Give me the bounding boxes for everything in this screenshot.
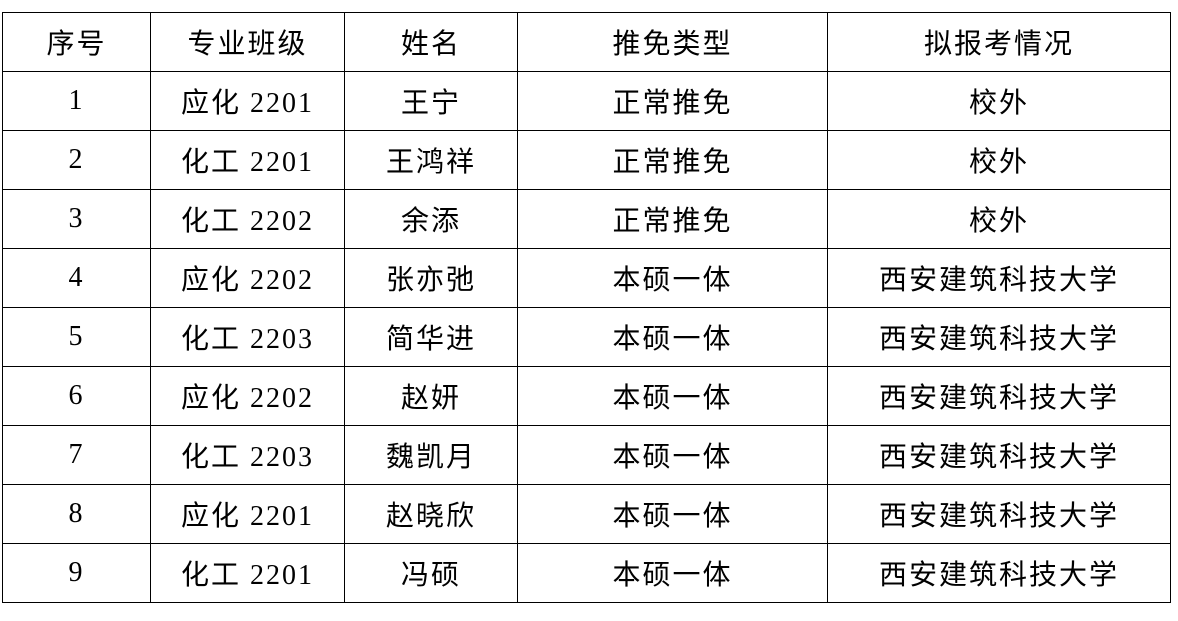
table-row: 3 化工 2202 余添 正常推免 校外 <box>2 189 1171 249</box>
table-cell: 5 <box>2 307 151 367</box>
table-cell: 化工 2201 <box>150 543 345 603</box>
table-cell: 余添 <box>344 189 518 249</box>
table-cell: 冯硕 <box>344 543 518 603</box>
header-cell: 专业班级 <box>150 12 345 72</box>
header-cell: 推免类型 <box>517 12 828 72</box>
table-cell: 正常推免 <box>517 189 828 249</box>
table-cell: 西安建筑科技大学 <box>827 425 1171 485</box>
table-row: 2 化工 2201 王鸿祥 正常推免 校外 <box>2 130 1171 190</box>
table-cell: 正常推免 <box>517 130 828 190</box>
table-cell: 化工 2203 <box>150 425 345 485</box>
header-row: 序号 专业班级 姓名 推免类型 拟报考情况 <box>2 12 1171 72</box>
table-row: 9 化工 2201 冯硕 本硕一体 西安建筑科技大学 <box>2 543 1171 603</box>
table-cell: 化工 2202 <box>150 189 345 249</box>
table-cell: 本硕一体 <box>517 425 828 485</box>
table-row: 7 化工 2203 魏凯月 本硕一体 西安建筑科技大学 <box>2 425 1171 485</box>
header-cell: 姓名 <box>344 12 518 72</box>
table-cell: 王鸿祥 <box>344 130 518 190</box>
table-cell: 8 <box>2 484 151 544</box>
table-cell: 本硕一体 <box>517 366 828 426</box>
table-cell: 简华进 <box>344 307 518 367</box>
table-cell: 西安建筑科技大学 <box>827 366 1171 426</box>
table-cell: 4 <box>2 248 151 308</box>
table-cell: 本硕一体 <box>517 484 828 544</box>
table-cell: 应化 2201 <box>150 484 345 544</box>
table-cell: 化工 2201 <box>150 130 345 190</box>
table-row: 5 化工 2203 简华进 本硕一体 西安建筑科技大学 <box>2 307 1171 367</box>
header-cell: 序号 <box>2 12 151 72</box>
table-cell: 校外 <box>827 71 1171 131</box>
table-cell: 9 <box>2 543 151 603</box>
table-cell: 张亦弛 <box>344 248 518 308</box>
table-cell: 化工 2203 <box>150 307 345 367</box>
table-cell: 本硕一体 <box>517 307 828 367</box>
table-cell: 应化 2201 <box>150 71 345 131</box>
table-row: 6 应化 2202 赵妍 本硕一体 西安建筑科技大学 <box>2 366 1171 426</box>
table-cell: 应化 2202 <box>150 248 345 308</box>
table-cell: 西安建筑科技大学 <box>827 307 1171 367</box>
table-cell: 王宁 <box>344 71 518 131</box>
table-cell: 正常推免 <box>517 71 828 131</box>
table-row: 1 应化 2201 王宁 正常推免 校外 <box>2 71 1171 131</box>
table-cell: 赵妍 <box>344 366 518 426</box>
table-cell: 6 <box>2 366 151 426</box>
table-cell: 西安建筑科技大学 <box>827 248 1171 308</box>
table-cell: 应化 2202 <box>150 366 345 426</box>
table-cell: 7 <box>2 425 151 485</box>
header-cell: 拟报考情况 <box>827 12 1171 72</box>
table-cell: 赵晓欣 <box>344 484 518 544</box>
table-cell: 本硕一体 <box>517 543 828 603</box>
table-cell: 校外 <box>827 189 1171 249</box>
table-cell: 本硕一体 <box>517 248 828 308</box>
table-cell: 魏凯月 <box>344 425 518 485</box>
table-cell: 校外 <box>827 130 1171 190</box>
table-cell: 西安建筑科技大学 <box>827 543 1171 603</box>
table-body: 1 应化 2201 王宁 正常推免 校外 2 化工 2201 王鸿祥 正常推免 校外 3 化工 220… <box>2 71 1171 603</box>
table-cell: 1 <box>2 71 151 131</box>
table: 序号 专业班级 姓名 推免类型 拟报考情况 1 应化 2201 王宁 正常推免 校外 2 化工 22… <box>2 12 1171 603</box>
table-cell: 3 <box>2 189 151 249</box>
table-row: 8 应化 2201 赵晓欣 本硕一体 西安建筑科技大学 <box>2 484 1171 544</box>
table-cell: 西安建筑科技大学 <box>827 484 1171 544</box>
table-cell: 2 <box>2 130 151 190</box>
table-row: 4 应化 2202 张亦弛 本硕一体 西安建筑科技大学 <box>2 248 1171 308</box>
